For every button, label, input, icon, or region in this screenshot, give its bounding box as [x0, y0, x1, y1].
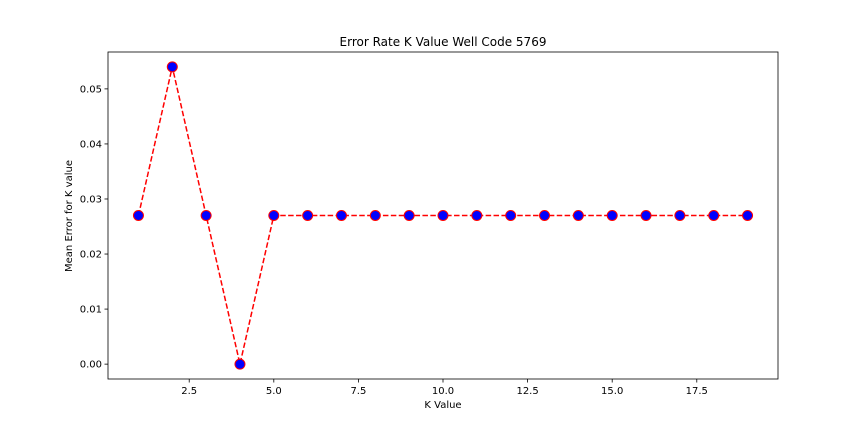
data-point — [640, 210, 652, 221]
x-tick-label: 12.5 — [516, 386, 538, 397]
y-tick-label: 0.01 — [80, 305, 102, 316]
data-point — [572, 210, 584, 221]
data-point — [674, 210, 686, 221]
x-axis-label: K Value — [424, 400, 461, 411]
y-axis: 0.00 0.01 0.02 0.03 0.04 0.05 — [80, 84, 108, 371]
data-point — [268, 210, 280, 221]
x-tick-label: 7.5 — [350, 386, 366, 397]
y-axis-label: Mean Error for K value — [64, 160, 75, 272]
data-point — [234, 358, 246, 370]
x-tick-label: 5.0 — [266, 386, 282, 397]
data-point — [335, 210, 347, 221]
data-point — [606, 210, 618, 221]
data-point — [132, 210, 144, 221]
plot-area — [107, 51, 779, 380]
data-point — [369, 210, 381, 221]
data-point — [471, 210, 483, 221]
data-point — [539, 210, 551, 221]
y-tick-label: 0.05 — [80, 84, 102, 95]
data-point — [403, 210, 415, 221]
y-tick-label: 0.02 — [80, 250, 102, 261]
data-point — [505, 210, 517, 221]
data-point — [708, 210, 720, 221]
y-tick-label: 0.04 — [80, 139, 102, 150]
x-tick-label: 2.5 — [181, 386, 197, 397]
x-tick-label: 17.5 — [686, 386, 708, 397]
data-point — [437, 210, 449, 221]
x-tick-label: 15.0 — [601, 386, 623, 397]
data-point — [200, 210, 212, 221]
y-tick-label: 0.03 — [80, 194, 102, 205]
y-tick-label: 0.00 — [80, 360, 102, 371]
data-point — [166, 61, 178, 73]
chart-title: Error Rate K Value Well Code 5769 — [340, 35, 547, 49]
x-axis: 2.5 5.0 7.5 10.0 12.5 15.0 17.5 — [181, 379, 708, 397]
data-point — [302, 210, 314, 221]
x-tick-label: 10.0 — [432, 386, 454, 397]
data-point — [742, 210, 754, 221]
